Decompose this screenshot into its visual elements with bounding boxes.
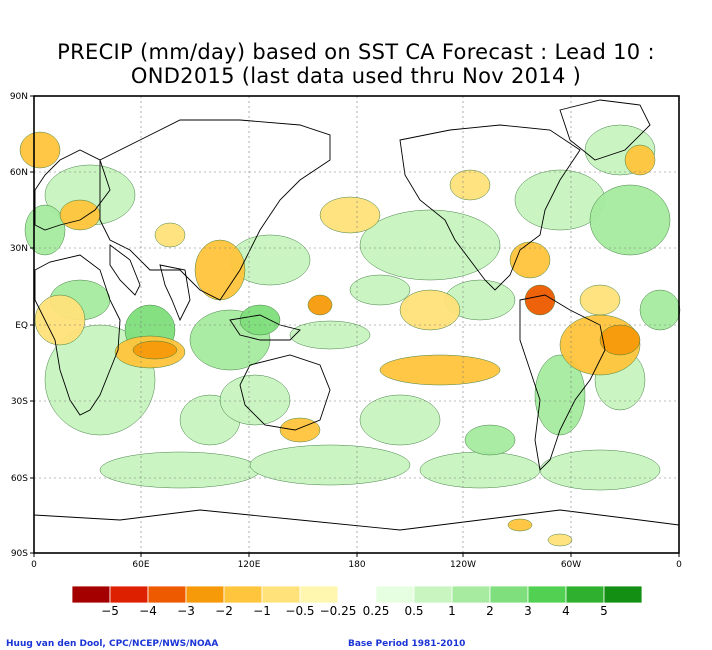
latitude-label: 90N (10, 92, 28, 102)
longitude-label: 180 (348, 560, 365, 570)
colorbar-swatch (261, 586, 301, 604)
latitude-label: 60S (11, 474, 28, 484)
colorbar-swatch (451, 586, 491, 604)
latitude-label: 30S (11, 397, 28, 407)
latitude-label: 30N (10, 244, 28, 254)
map-gridlines (34, 96, 679, 553)
map-title-line-1: PRECIP (mm/day) based on SST CA Forecast… (57, 40, 655, 64)
colorbar (72, 586, 642, 604)
colorbar-label: −0.5 (285, 604, 315, 618)
colorbar-swatch (527, 586, 567, 604)
latitude-label: 90S (11, 549, 28, 559)
colorbar-swatch (375, 586, 415, 604)
colorbar-swatch (489, 586, 529, 604)
colorbar-swatch (147, 586, 187, 604)
latitude-label: 60N (10, 168, 28, 178)
colorbar-swatch (299, 586, 339, 604)
longitude-axis: 0 60E 120E 180 120W 60W 0 (31, 553, 682, 570)
colorbar-swatch (223, 586, 263, 604)
colorbar-swatch (72, 586, 111, 604)
precip-anomaly-contours (19, 124, 681, 547)
longitude-label: 60W (561, 560, 581, 570)
longitude-label: 0 (676, 560, 682, 570)
longitude-label: 0 (31, 560, 37, 570)
colorbar-label: −4 (139, 604, 157, 618)
colorbar-label: −0.25 (319, 604, 357, 618)
colorbar-label: −1 (253, 604, 271, 618)
latitude-label: EQ (15, 321, 28, 331)
colorbar-label: 5 (600, 604, 608, 618)
author-credit: Huug van den Dool, CPC/NCEP/NWS/NOAA (6, 639, 219, 649)
colorbar-label: −2 (215, 604, 233, 618)
base-period-note: Base Period 1981-2010 (348, 639, 466, 649)
coastlines (33, 99, 680, 531)
longitude-label: 120E (238, 560, 261, 570)
colorbar-label: −5 (101, 604, 119, 618)
colorbar-label: 4 (562, 604, 570, 618)
colorbar-label: 1 (448, 604, 456, 618)
colorbar-label: 0.5 (404, 604, 424, 618)
colorbar-label: 2 (486, 604, 494, 618)
colorbar-label: 0.25 (362, 604, 390, 618)
colorbar-label: 3 (524, 604, 532, 618)
longitude-label: 60E (132, 560, 149, 570)
longitude-label: 120W (450, 560, 476, 570)
colorbar-swatch (109, 586, 149, 604)
colorbar-swatch (565, 586, 605, 604)
colorbar-swatch (185, 586, 225, 604)
colorbar-swatch (413, 586, 453, 604)
latitude-axis: 90N 60N 30N EQ 30S 60S 90S (10, 92, 34, 559)
colorbar-label: −3 (177, 604, 195, 618)
map-title-line-2: OND2015 (last data used thru Nov 2014 ) (130, 64, 582, 88)
colorbar-swatch (337, 586, 377, 604)
colorbar-swatch (603, 586, 642, 604)
